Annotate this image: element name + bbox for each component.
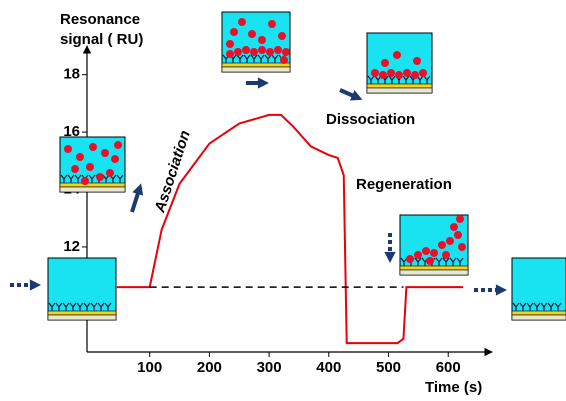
chart: Resonance signal ( RU) Time (s) 12141618… [0, 0, 566, 401]
analyte [230, 28, 238, 36]
analyte [86, 163, 94, 171]
flow-arrow-head [132, 183, 143, 195]
analyte [250, 48, 258, 56]
analyte [96, 173, 104, 181]
analyte [395, 71, 403, 79]
sensor-glass [60, 187, 125, 192]
annotation: Dissociation [326, 111, 415, 128]
sensor-glass [222, 67, 290, 72]
analyte [411, 71, 419, 79]
sensor-glass [48, 315, 116, 320]
y-tick-label: 18 [63, 66, 80, 83]
analyte [414, 251, 422, 259]
y-axis-label: Resonance [60, 11, 140, 28]
sensor-gold [222, 63, 290, 67]
analyte [266, 48, 274, 56]
analyte [274, 46, 282, 54]
analyte [280, 56, 288, 64]
sensor-glass [512, 315, 566, 320]
x-tick-label: 100 [137, 359, 162, 376]
inset [222, 12, 290, 72]
analyte [371, 69, 379, 77]
analyte [226, 40, 234, 48]
analyte [258, 46, 266, 54]
analyte [446, 237, 454, 245]
x-tick-label: 200 [197, 359, 222, 376]
analyte [258, 36, 266, 44]
x-tick-label: 500 [376, 359, 401, 376]
analyte [456, 215, 464, 223]
analyte [64, 145, 72, 153]
annotation: Regeneration [356, 176, 452, 193]
analyte [381, 59, 389, 67]
analyte [278, 32, 286, 40]
analyte [71, 165, 79, 173]
sensor-gold [48, 311, 116, 315]
inset [400, 215, 468, 275]
inset [512, 258, 566, 320]
analyte [426, 257, 434, 265]
y-tick-label: 12 [63, 238, 80, 255]
x-tick-label: 300 [257, 359, 282, 376]
sensor-gold [60, 183, 125, 187]
analyte [419, 69, 427, 77]
analyte [450, 223, 458, 231]
analyte [422, 247, 430, 255]
analyte [114, 141, 122, 149]
inset [60, 137, 125, 192]
analyte [406, 255, 414, 263]
analyte [101, 149, 109, 157]
analyte [442, 251, 450, 259]
analyte [403, 69, 411, 77]
analyte [111, 155, 119, 163]
analyte [413, 57, 421, 65]
sensor-gold [512, 311, 566, 315]
analyte [379, 71, 387, 79]
flow-arrow-head [30, 279, 41, 290]
analyte [387, 69, 395, 77]
x-axis-label: Time (s) [425, 379, 482, 396]
flow-arrow-head [258, 77, 269, 88]
analyte [76, 153, 84, 161]
inset [367, 33, 432, 93]
analyte [248, 30, 256, 38]
analyte [393, 51, 401, 59]
analyte [282, 48, 290, 56]
flow-arrow-head [384, 252, 395, 263]
inset [48, 258, 116, 320]
insets [10, 12, 566, 320]
analyte [234, 48, 242, 56]
analyte [454, 231, 462, 239]
sensor-gold [367, 84, 432, 88]
analyte [226, 50, 234, 58]
analyte [458, 243, 466, 251]
analyte [238, 18, 246, 26]
analyte [89, 143, 97, 151]
analyte [430, 249, 438, 257]
analyte [242, 46, 250, 54]
sensor-glass [367, 88, 432, 93]
x-tick-label: 600 [436, 359, 461, 376]
sensor-gold [400, 266, 468, 270]
analyte [438, 241, 446, 249]
flow-arrow-head [496, 284, 507, 295]
x-tick-label: 400 [316, 359, 341, 376]
analyte [81, 177, 89, 185]
sensor-glass [400, 270, 468, 275]
analyte [106, 169, 114, 177]
y-axis-label: signal ( RU) [60, 31, 143, 48]
analyte [268, 20, 276, 28]
